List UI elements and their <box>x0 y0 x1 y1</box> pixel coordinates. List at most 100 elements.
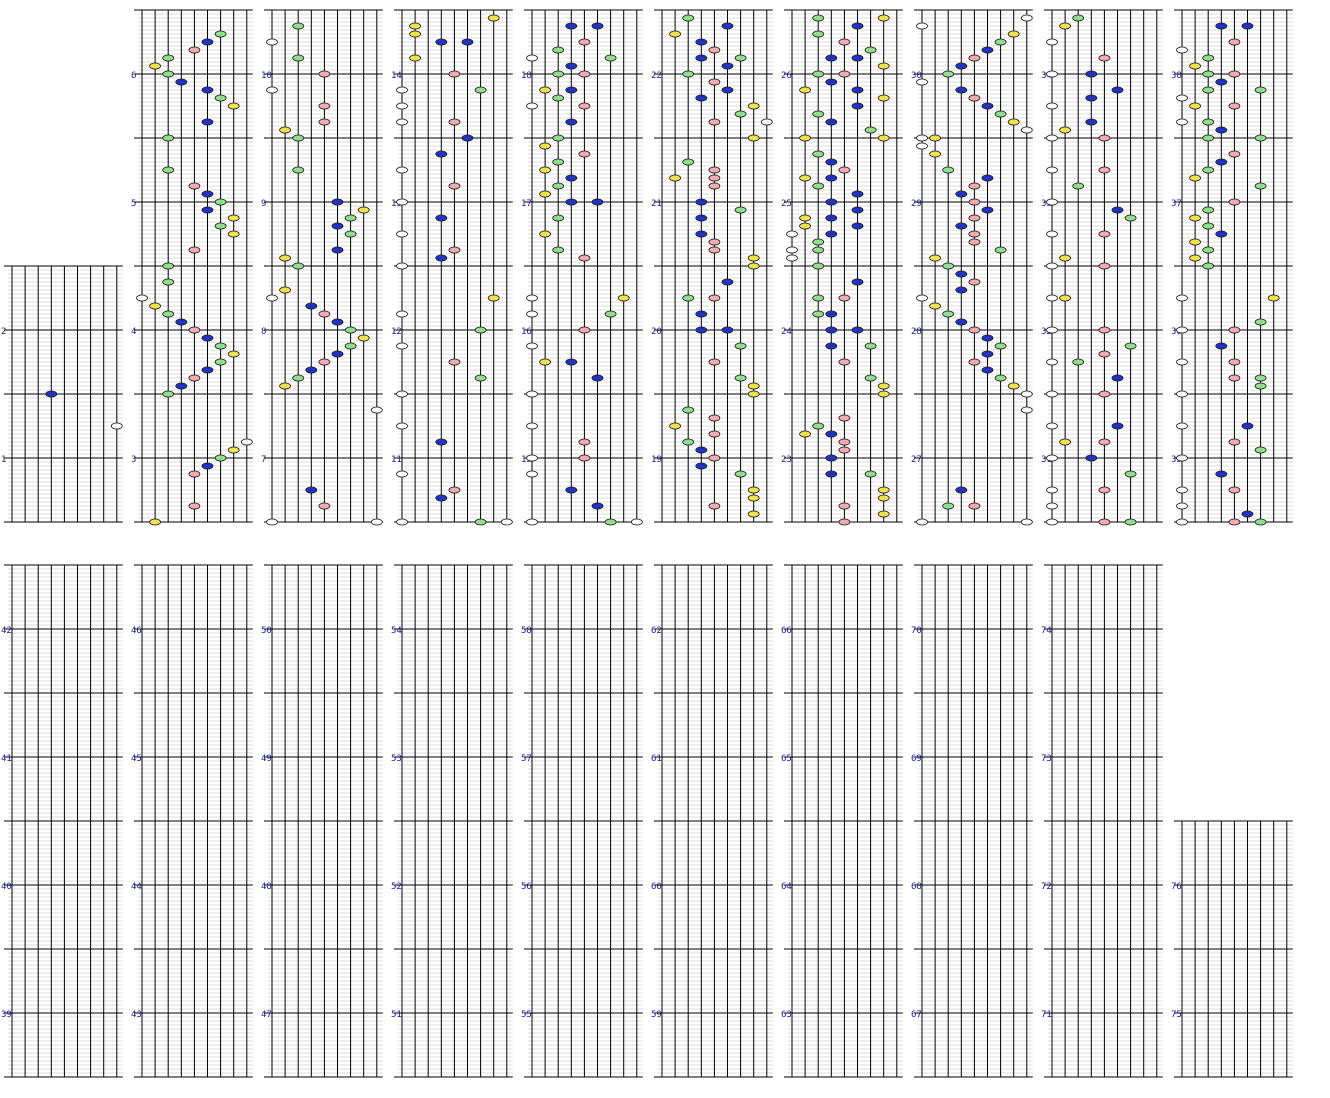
note-pink <box>318 118 331 126</box>
note-blue <box>201 366 214 374</box>
note-white <box>266 86 278 94</box>
measure-number: 56 <box>521 882 532 892</box>
note-yellow <box>747 390 760 398</box>
note-blue <box>435 214 448 222</box>
note-yellow <box>1059 254 1071 262</box>
note-blue <box>305 366 318 374</box>
note-yellow <box>747 134 760 142</box>
note-pink <box>968 94 981 102</box>
note-white <box>396 102 408 110</box>
note-pink <box>708 502 721 510</box>
measure-number: 40 <box>1 882 12 892</box>
note-green <box>682 294 695 302</box>
note-pink <box>1098 134 1111 142</box>
note-blue <box>825 230 838 238</box>
measure-number: 66 <box>781 626 792 636</box>
note-white <box>916 22 928 30</box>
note-blue <box>331 198 344 206</box>
note-pink <box>1228 102 1241 110</box>
note-white <box>786 246 798 254</box>
measure-number: 38 <box>1171 71 1182 81</box>
note-pink <box>708 78 721 86</box>
note-yellow <box>877 14 890 22</box>
note-blue <box>591 502 604 510</box>
note-green <box>812 262 825 270</box>
measure-column: 7 8 9 10 <box>261 9 383 523</box>
note-yellow <box>227 102 240 110</box>
measure-number: 10 <box>261 71 272 81</box>
note-pink <box>188 326 201 334</box>
note-green <box>214 454 227 462</box>
note-blue <box>1241 422 1254 430</box>
note-green <box>214 94 227 102</box>
note-blue <box>955 190 968 198</box>
note-blue <box>1241 510 1254 518</box>
measure-number: 73 <box>1041 754 1052 764</box>
measure-column: 63 64 65 66 <box>781 564 903 1078</box>
measure-number: 13 <box>391 199 402 209</box>
measure-number: 30 <box>911 71 922 81</box>
note-white <box>1020 390 1033 398</box>
measure-column: 3 4 5 6 <box>131 9 253 523</box>
note-pink <box>318 102 331 110</box>
note-green <box>162 390 175 398</box>
note-white <box>1046 502 1058 510</box>
note-white <box>1020 518 1033 526</box>
measure-number: 16 <box>521 327 532 337</box>
measure-number: 48 <box>261 882 272 892</box>
note-white <box>526 294 538 302</box>
note-blue <box>825 430 838 438</box>
note-white <box>136 294 148 302</box>
note-pink <box>578 102 591 110</box>
note-green <box>812 310 825 318</box>
note-green <box>1124 214 1137 222</box>
note-green <box>604 310 617 318</box>
measure-number: 19 <box>651 455 662 465</box>
note-green <box>864 342 877 350</box>
note-pink <box>188 502 201 510</box>
measure-number: 51 <box>391 1010 402 1020</box>
note-pink <box>708 294 721 302</box>
note-blue <box>565 22 578 30</box>
note-blue <box>331 222 344 230</box>
note-white <box>1046 230 1058 238</box>
note-white <box>266 294 278 302</box>
note-white <box>1176 118 1188 126</box>
note-pink <box>968 238 981 246</box>
note-white <box>1046 198 1058 206</box>
measure-number: 57 <box>521 754 532 764</box>
note-white <box>526 342 538 350</box>
note-yellow <box>877 486 890 494</box>
note-white <box>1046 38 1058 46</box>
note-white <box>1046 390 1058 398</box>
note-white <box>1176 326 1188 334</box>
measure-number: 42 <box>1 626 12 636</box>
note-yellow <box>877 510 890 518</box>
note-green <box>1124 518 1137 526</box>
note-white <box>1020 126 1033 134</box>
note-pink <box>1098 326 1111 334</box>
note-yellow <box>227 350 240 358</box>
note-blue <box>1215 22 1228 30</box>
measure-number: 60 <box>651 882 662 892</box>
measure-number: 1 <box>1 455 6 465</box>
measure-number: 25 <box>781 199 792 209</box>
measure-number: 32 <box>1041 327 1052 337</box>
note-yellow <box>487 294 500 302</box>
note-yellow <box>669 174 681 182</box>
note-pink <box>838 502 851 510</box>
note-green <box>812 294 825 302</box>
note-pink <box>968 326 981 334</box>
measure-number: 45 <box>131 754 142 764</box>
note-white <box>1176 502 1188 510</box>
note-yellow <box>799 86 811 94</box>
measure-column: 12 <box>1 265 123 523</box>
note-white <box>526 390 538 398</box>
note-pink <box>708 118 721 126</box>
note-green <box>1202 134 1215 142</box>
note-green <box>552 134 565 142</box>
note-white <box>1046 166 1058 174</box>
note-green <box>474 374 487 382</box>
measure-number: 37 <box>1171 199 1182 209</box>
